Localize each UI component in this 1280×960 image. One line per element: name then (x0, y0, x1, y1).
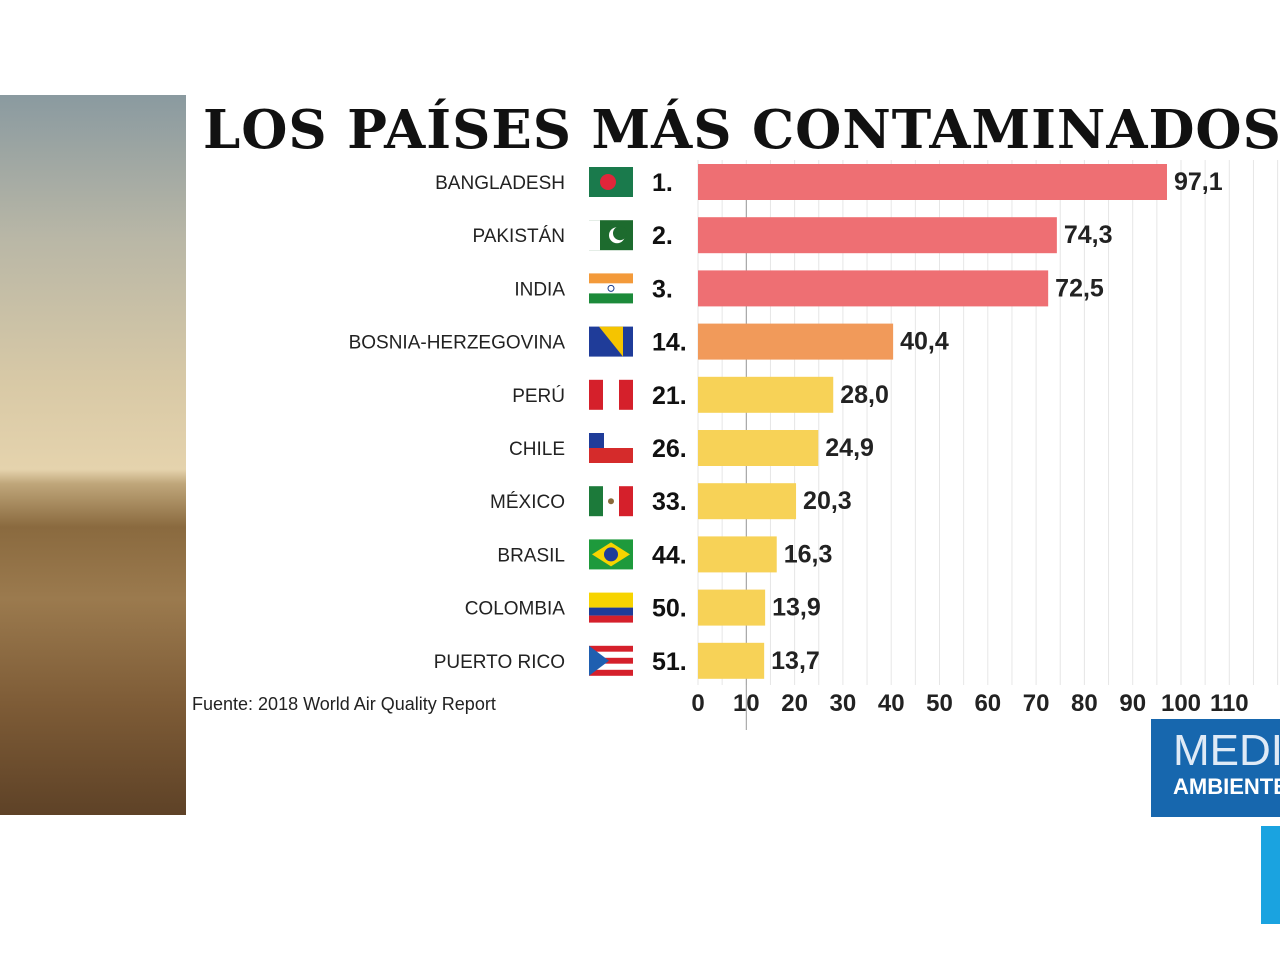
rank-label: 26. (652, 435, 687, 463)
bar-row: BANGLADESH 1. 97,1 (435, 164, 1223, 200)
channel-logo (1261, 826, 1280, 924)
source-note: Fuente: 2018 World Air Quality Report (192, 694, 496, 714)
rank-label: 51. (652, 648, 687, 676)
x-tick-label: 30 (830, 690, 857, 717)
flag-colombia-icon (589, 592, 633, 623)
value-label: 24,9 (825, 434, 874, 462)
bar (698, 376, 834, 413)
x-tick-label: 40 (878, 690, 905, 717)
country-label: COLOMBIA (465, 599, 566, 620)
x-tick-label: 60 (974, 690, 1001, 717)
bar-row: INDIA 3. 72,5 (514, 270, 1104, 307)
x-tick-label: 110 (1210, 690, 1249, 717)
value-label: 74,3 (1064, 221, 1113, 249)
rank-label: 3. (652, 275, 673, 303)
bar-row: COLOMBIA 50. 13,9 (465, 589, 821, 626)
value-label: 28,0 (840, 381, 889, 409)
bar (698, 323, 894, 360)
x-tick-label: 50 (926, 690, 953, 717)
country-label: PAKISTÁN (472, 226, 565, 247)
flag-chile-icon (589, 433, 633, 463)
x-tick-label: 10 (733, 690, 760, 717)
logo-line2: AMBIENTE (1173, 774, 1280, 799)
x-tick-label: 100 (1161, 690, 1201, 717)
x-tick-label: 90 (1119, 690, 1146, 717)
flag-bosnia-icon (589, 326, 633, 357)
medio-ambiente-logo: MEDIO AMBIENTE (1151, 719, 1280, 817)
logo-line1: MEDIO (1173, 726, 1280, 775)
bar (698, 270, 1049, 307)
bar-row: CHILE 26. 24,9 (509, 430, 874, 466)
country-label: PERÚ (512, 385, 565, 407)
country-label: CHILE (509, 439, 565, 460)
bar (698, 217, 1057, 254)
bar (698, 430, 819, 466)
bar (698, 536, 777, 573)
bar-row: BOSNIA-HERZEGOVINA 14. 40,4 (349, 323, 949, 360)
flag-peru-icon (589, 379, 633, 410)
rank-label: 1. (652, 169, 673, 197)
value-label: 16,3 (784, 540, 833, 568)
country-label: INDIA (514, 279, 565, 300)
flag-pakistan-icon (589, 220, 633, 251)
country-label: MÉXICO (490, 492, 565, 513)
bar (698, 589, 766, 626)
chart-title: LOS PAÍSES MÁS CONTAMINADOS (203, 99, 1280, 161)
bar (698, 483, 797, 520)
value-label: 40,4 (900, 328, 949, 356)
rank-label: 21. (652, 382, 687, 410)
x-tick-label: 70 (1023, 690, 1050, 717)
value-label: 13,9 (772, 594, 821, 622)
bar-row: BRASIL 44. 16,3 (497, 536, 833, 573)
flag-india-icon (589, 273, 633, 304)
x-tick-label: 20 (781, 690, 808, 717)
bar-row: PUERTO RICO 51. 13,7 (434, 642, 820, 679)
dry-landscape-photo (0, 95, 186, 815)
flag-bangladesh-icon (589, 167, 633, 197)
bar-row: PERÚ 21. 28,0 (512, 376, 889, 413)
rank-label: 2. (652, 222, 673, 250)
country-label: BOSNIA-HERZEGOVINA (349, 333, 566, 354)
rank-label: 33. (652, 488, 687, 516)
bar-row: PAKISTÁN 2. 74,3 (472, 217, 1113, 254)
flag-puerto-rico-icon (589, 645, 633, 676)
x-tick-label: 80 (1071, 690, 1098, 717)
rank-label: 14. (652, 329, 687, 357)
country-label: PUERTO RICO (434, 652, 565, 673)
value-label: 20,3 (803, 487, 852, 515)
bar (698, 642, 765, 679)
bar (698, 164, 1167, 200)
value-label: 97,1 (1174, 168, 1223, 196)
value-label: 13,7 (771, 647, 820, 675)
flag-mexico-icon (589, 486, 633, 517)
rank-label: 44. (652, 541, 687, 569)
x-tick-label: 0 (691, 690, 704, 717)
rank-label: 50. (652, 595, 687, 623)
value-label: 72,5 (1055, 274, 1104, 302)
country-label: BRASIL (497, 545, 565, 566)
country-label: BANGLADESH (435, 173, 565, 194)
bar-row: MÉXICO 33. 20,3 (490, 483, 852, 520)
flag-brazil-icon (589, 539, 633, 570)
